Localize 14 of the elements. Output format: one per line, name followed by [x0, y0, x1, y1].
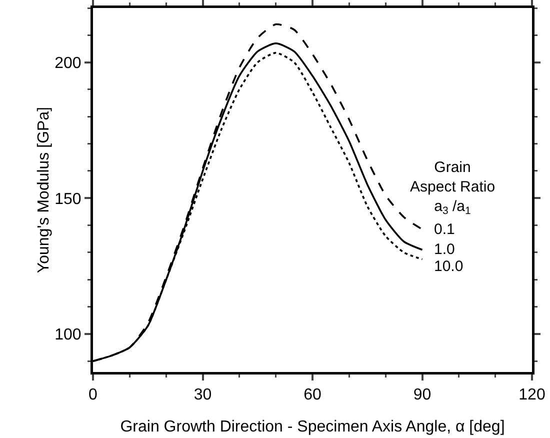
legend-title: Grain Aspect Ratio a$_{3}$ /a$_{1}$	[410, 159, 496, 218]
y-tick-label: 200	[54, 54, 82, 72]
x-tick-label: 30	[194, 386, 212, 404]
y-tick-label: 150	[54, 190, 82, 208]
y-axis-title: Young's Modulus [GPa]	[36, 106, 53, 274]
x-tick-label: 120	[518, 386, 546, 404]
series-label: 10.0	[434, 258, 464, 275]
x-axis-title: Grain Growth Direction - Specimen Axis Angle, α [deg]	[120, 418, 505, 436]
x-tick-label: 0	[88, 386, 98, 404]
y-tick-label: 100	[54, 326, 82, 344]
series-label: 0.1	[434, 221, 455, 238]
x-tick-label: 90	[413, 386, 432, 404]
x-tick-label: 60	[304, 386, 322, 404]
series-label: 1.0	[434, 241, 455, 258]
